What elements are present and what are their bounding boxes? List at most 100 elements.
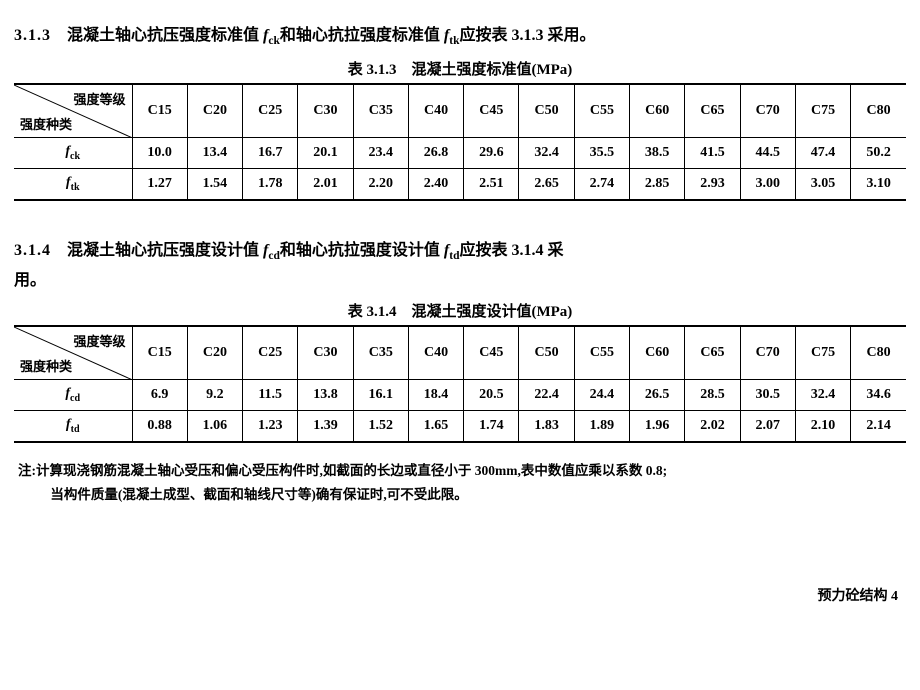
table-314-cell: 1.65 bbox=[408, 411, 463, 442]
var-fcd-sub: cd bbox=[268, 250, 280, 262]
section-314-heading: 3.1.4 混凝土轴心抗压强度设计值 fcd和轴心抗拉强度设计值 ftd应按表 … bbox=[14, 237, 906, 294]
table-314-cell: 1.39 bbox=[298, 411, 353, 442]
table-313-cell: 1.78 bbox=[243, 169, 298, 200]
table-314-note: 注:计算现浇钢筋混凝土轴心受压和偏心受压构件时,如截面的长边或直径小于 300m… bbox=[14, 457, 906, 516]
table-314-cell: 2.07 bbox=[740, 411, 795, 442]
table-314-rowlabel-cd: fcd bbox=[14, 380, 132, 411]
table-313-cell: 3.00 bbox=[740, 169, 795, 200]
table-314-cell: 9.2 bbox=[187, 380, 242, 411]
section-313-num: 3.1.3 bbox=[14, 27, 51, 44]
table-314-cell: 11.5 bbox=[243, 380, 298, 411]
table-313-col-C65: C65 bbox=[685, 84, 740, 138]
table-314-col-C75: C75 bbox=[795, 326, 850, 380]
table-313-cell: 44.5 bbox=[740, 138, 795, 169]
table-313-col-C40: C40 bbox=[408, 84, 463, 138]
table-313-cell: 2.40 bbox=[408, 169, 463, 200]
table-313-col-C70: C70 bbox=[740, 84, 795, 138]
table-314-cell: 34.6 bbox=[851, 380, 906, 411]
table-314-caption: 表 3.1.4 混凝土强度设计值(MPa) bbox=[14, 300, 906, 321]
table-314-cell: 22.4 bbox=[519, 380, 574, 411]
table-313-cell: 41.5 bbox=[685, 138, 740, 169]
table-314-corner-top: 强度等级 bbox=[73, 331, 125, 350]
table-313-cell: 2.65 bbox=[519, 169, 574, 200]
table-314-cell: 20.5 bbox=[464, 380, 519, 411]
table-313-cell: 2.20 bbox=[353, 169, 408, 200]
table-313-cell: 38.5 bbox=[630, 138, 685, 169]
note-line2: 当构件质量(混凝土成型、截面和轴线尺寸等)确有保证时,可不受此限。 bbox=[18, 483, 902, 507]
table-314-cell: 1.89 bbox=[574, 411, 629, 442]
table-313-cell: 50.2 bbox=[851, 138, 906, 169]
table-313-corner-top: 强度等级 bbox=[73, 89, 125, 108]
table-314-cell: 1.23 bbox=[243, 411, 298, 442]
table-314-cell: 32.4 bbox=[795, 380, 850, 411]
table-314-cell: 13.8 bbox=[298, 380, 353, 411]
table-313-col-C20: C20 bbox=[187, 84, 242, 138]
table-314-col-C65: C65 bbox=[685, 326, 740, 380]
table-314-corner-bottom: 强度种类 bbox=[20, 356, 72, 375]
table-314: 强度等级强度种类C15C20C25C30C35C40C45C50C55C60C6… bbox=[14, 325, 906, 443]
table-313-cell: 3.10 bbox=[851, 169, 906, 200]
note-line1: 注:计算现浇钢筋混凝土轴心受压和偏心受压构件时,如截面的长边或直径小于 300m… bbox=[18, 463, 667, 478]
table-314-cell: 1.74 bbox=[464, 411, 519, 442]
table-313-col-C80: C80 bbox=[851, 84, 906, 138]
section-314-text-a: 混凝土轴心抗压强度设计值 bbox=[67, 242, 263, 259]
var-ftd-sub: td bbox=[449, 250, 459, 262]
table-314-cell: 1.96 bbox=[630, 411, 685, 442]
var-ftk-sub: tk bbox=[449, 35, 459, 47]
table-314-cell: 6.9 bbox=[132, 380, 187, 411]
table-314-cell: 1.83 bbox=[519, 411, 574, 442]
table-313-col-C75: C75 bbox=[795, 84, 850, 138]
section-314-text-b: 和轴心抗拉强度设计值 bbox=[280, 242, 444, 259]
table-313-col-C35: C35 bbox=[353, 84, 408, 138]
table-313-cell: 2.51 bbox=[464, 169, 519, 200]
table-314-cell: 28.5 bbox=[685, 380, 740, 411]
table-313-cell: 13.4 bbox=[187, 138, 242, 169]
var-fck-sub: ck bbox=[268, 35, 280, 47]
table-313-cell: 10.0 bbox=[132, 138, 187, 169]
table-313-col-C60: C60 bbox=[630, 84, 685, 138]
table-313-cell: 26.8 bbox=[408, 138, 463, 169]
table-314-col-C35: C35 bbox=[353, 326, 408, 380]
table-313-cell: 23.4 bbox=[353, 138, 408, 169]
table-314-cell: 16.1 bbox=[353, 380, 408, 411]
table-314-cell: 1.06 bbox=[187, 411, 242, 442]
table-313-col-C30: C30 bbox=[298, 84, 353, 138]
table-314-cell: 18.4 bbox=[408, 380, 463, 411]
table-314-col-C55: C55 bbox=[574, 326, 629, 380]
table-313-col-C15: C15 bbox=[132, 84, 187, 138]
table-313-cell: 1.27 bbox=[132, 169, 187, 200]
table-314-col-C40: C40 bbox=[408, 326, 463, 380]
table-313: 强度等级强度种类C15C20C25C30C35C40C45C50C55C60C6… bbox=[14, 83, 906, 201]
table-313-cell: 2.93 bbox=[685, 169, 740, 200]
table-314-col-C60: C60 bbox=[630, 326, 685, 380]
table-313-cell: 32.4 bbox=[519, 138, 574, 169]
table-314-col-C45: C45 bbox=[464, 326, 519, 380]
table-313-cell: 35.5 bbox=[574, 138, 629, 169]
table-313-corner: 强度等级强度种类 bbox=[14, 84, 132, 138]
table-314-cell: 26.5 bbox=[630, 380, 685, 411]
table-314-cell: 2.10 bbox=[795, 411, 850, 442]
table-313-corner-bottom: 强度种类 bbox=[20, 114, 72, 133]
table-313-caption: 表 3.1.3 混凝土强度标准值(MPa) bbox=[14, 58, 906, 79]
table-313-col-C45: C45 bbox=[464, 84, 519, 138]
table-314-cell: 1.52 bbox=[353, 411, 408, 442]
table-314-cell: 24.4 bbox=[574, 380, 629, 411]
table-313-rowlabel-ck: fck bbox=[14, 138, 132, 169]
table-314-cell: 30.5 bbox=[740, 380, 795, 411]
table-314-corner: 强度等级强度种类 bbox=[14, 326, 132, 380]
section-314-text-c: 应按表 3.1.4 采 bbox=[459, 242, 563, 259]
table-313-rowlabel-tk: ftk bbox=[14, 169, 132, 200]
table-314-cell: 2.14 bbox=[851, 411, 906, 442]
table-314-col-C70: C70 bbox=[740, 326, 795, 380]
section-314-text-d: 用。 bbox=[14, 272, 46, 289]
table-313-cell: 29.6 bbox=[464, 138, 519, 169]
table-313-cell: 20.1 bbox=[298, 138, 353, 169]
table-313-cell: 3.05 bbox=[795, 169, 850, 200]
table-314-cell: 2.02 bbox=[685, 411, 740, 442]
table-314-col-C25: C25 bbox=[243, 326, 298, 380]
table-313-col-C25: C25 bbox=[243, 84, 298, 138]
table-313-cell: 2.74 bbox=[574, 169, 629, 200]
section-313-text-b: 和轴心抗拉强度标准值 bbox=[280, 27, 444, 44]
table-313-col-C50: C50 bbox=[519, 84, 574, 138]
page-footer: 预力砼结构 4 bbox=[14, 585, 906, 605]
